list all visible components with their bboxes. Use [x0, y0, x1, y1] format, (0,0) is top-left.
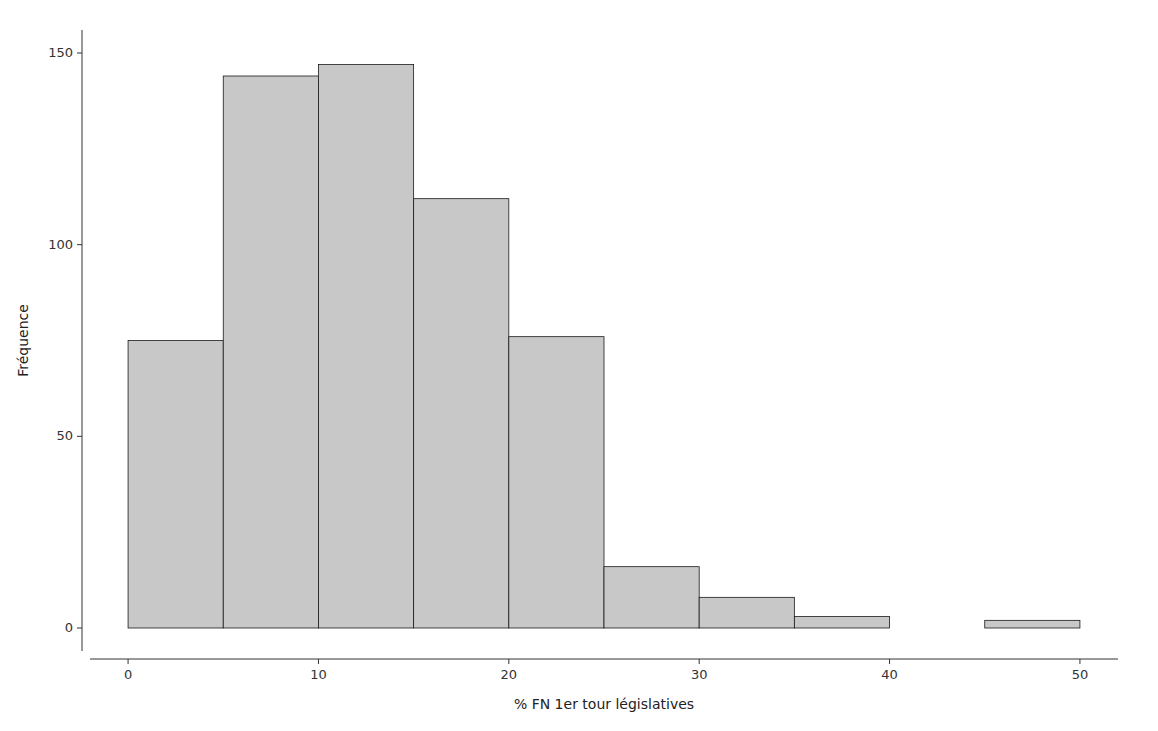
y-axis-label: Fréquence — [15, 304, 31, 377]
y-tick-label: 150 — [48, 45, 73, 60]
x-tick — [1079, 659, 1080, 664]
histogram-bar — [890, 628, 985, 629]
y-tick-label: 0 — [65, 620, 73, 635]
y-tick-label: 50 — [56, 428, 73, 443]
x-tick — [699, 659, 700, 664]
histogram-bar — [414, 199, 509, 628]
histogram-bar — [794, 617, 889, 629]
x-tick-label: 10 — [310, 667, 327, 682]
histogram-bar — [509, 337, 604, 628]
y-tick — [77, 436, 82, 437]
y-tick — [77, 53, 82, 54]
histogram-bar — [985, 620, 1080, 628]
x-tick-label: 40 — [881, 667, 898, 682]
x-axis-label: % FN 1er tour législatives — [514, 696, 694, 712]
x-tick — [318, 659, 319, 664]
x-tick-label: 0 — [124, 667, 132, 682]
histogram-bar — [223, 76, 318, 628]
x-axis-line — [90, 659, 1118, 660]
x-tick-label: 30 — [691, 667, 708, 682]
x-tick-label: 50 — [1072, 667, 1089, 682]
histogram-bar — [699, 597, 794, 628]
x-tick-label: 20 — [501, 667, 518, 682]
y-axis-line — [82, 30, 83, 651]
x-tick — [128, 659, 129, 664]
y-tick — [77, 244, 82, 245]
x-tick — [889, 659, 890, 664]
x-tick — [508, 659, 509, 664]
histogram-bar — [128, 341, 223, 629]
y-tick-label: 100 — [48, 237, 73, 252]
chart: 0 10 20 30 40 50 0 50 100 150 % FN 1er tour législ… — [0, 0, 1158, 731]
chart-container: 0 10 20 30 40 50 0 50 100 150 % FN 1er tour législ… — [0, 0, 1158, 731]
histogram-bar — [318, 65, 413, 629]
bars — [128, 65, 1080, 629]
y-tick — [77, 628, 82, 629]
axes: 0 10 20 30 40 50 0 50 100 150 — [48, 30, 1118, 682]
histogram-bar — [604, 567, 699, 628]
